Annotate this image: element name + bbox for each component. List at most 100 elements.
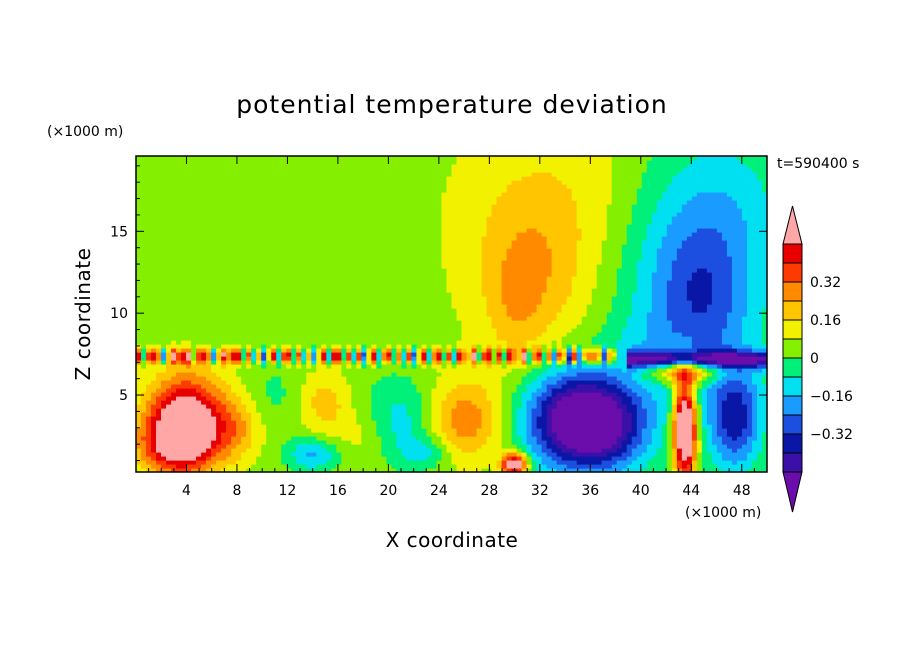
heat-cell (401, 188, 408, 193)
heat-cell (391, 208, 398, 213)
heat-cell (361, 344, 367, 349)
heat-cell (351, 448, 357, 453)
heat-cell (316, 208, 322, 213)
heat-cell (191, 288, 197, 293)
heat-cell (206, 232, 212, 237)
heat-cell (311, 188, 317, 193)
heat-cell (206, 360, 212, 365)
heat-cell (221, 160, 227, 165)
heat-cell (256, 428, 262, 433)
heat-cell (316, 300, 322, 305)
heat-cell (246, 280, 252, 285)
heat-cell (281, 392, 287, 397)
heat-cell (351, 180, 357, 185)
heat-cell (421, 396, 428, 401)
heat-cell (356, 384, 362, 389)
heat-cell (316, 388, 322, 393)
heat-cell (386, 252, 393, 257)
heat-cell (206, 456, 212, 461)
heat-cell (231, 216, 237, 221)
heat-cell (441, 284, 448, 289)
heat-cell (291, 432, 297, 437)
heat-cell (286, 332, 292, 337)
heat-cell (151, 160, 157, 165)
heat-cell (236, 236, 242, 241)
heat-cell (176, 364, 182, 369)
heat-cell (271, 252, 277, 257)
heat-cell (351, 156, 357, 161)
heat-cell (361, 324, 367, 329)
heat-cell (336, 392, 342, 397)
heat-cell (281, 468, 287, 472)
heat-cell (356, 300, 362, 305)
heat-cell (321, 384, 327, 389)
heat-cell (196, 444, 202, 449)
heat-cell (431, 156, 438, 161)
heat-cell (146, 420, 152, 425)
heat-cell (396, 292, 403, 297)
heat-cell (321, 308, 327, 313)
heat-cell (391, 284, 398, 289)
heat-cell (166, 328, 172, 333)
heat-cell (311, 360, 317, 365)
heat-cell (191, 408, 197, 413)
heat-cell (446, 180, 453, 185)
heat-cell (261, 428, 267, 433)
heat-cell (401, 292, 408, 297)
heat-cell (391, 396, 398, 401)
heat-cell (191, 424, 197, 429)
heat-cell (366, 372, 372, 377)
heat-cell (141, 204, 147, 209)
heat-cell (136, 288, 142, 293)
heat-cell (406, 308, 413, 313)
heat-cell (426, 440, 433, 445)
heat-cell (181, 336, 187, 341)
heat-cell (361, 196, 367, 201)
heat-cell (416, 156, 423, 161)
heat-cell (166, 280, 172, 285)
heat-cell (196, 180, 202, 185)
heat-cell (151, 324, 157, 329)
heat-cell (401, 228, 408, 233)
heat-cell (336, 332, 342, 337)
heat-cell (196, 164, 202, 169)
heat-cell (251, 264, 257, 269)
heat-cell (326, 272, 332, 277)
heat-cell (286, 452, 292, 457)
heat-cell (436, 360, 443, 365)
heat-cell (196, 308, 202, 313)
heat-cell (251, 344, 257, 349)
heat-cell (336, 400, 342, 405)
heat-cell (411, 212, 418, 217)
heat-cell (331, 204, 337, 209)
heat-cell (386, 200, 393, 205)
heat-cell (231, 468, 237, 472)
heat-cell (321, 376, 327, 381)
heat-cell (446, 196, 453, 201)
heat-cell (441, 460, 448, 465)
heat-cell (176, 252, 182, 257)
heat-cell (151, 156, 157, 161)
heat-cell (216, 232, 222, 237)
heat-cell (231, 224, 237, 229)
heat-cell (256, 424, 262, 429)
heat-cell (291, 228, 297, 233)
heat-cell (306, 456, 312, 461)
heat-cell (381, 400, 387, 405)
heat-cell (251, 244, 257, 249)
heat-cell (311, 412, 317, 417)
heat-cell (306, 204, 312, 209)
heat-cell (181, 236, 187, 241)
heat-cell (321, 356, 327, 361)
heat-cell (326, 188, 332, 193)
heat-cell (231, 320, 237, 325)
heat-cell (396, 260, 403, 265)
heat-cell (141, 236, 147, 241)
heat-cell (306, 328, 312, 333)
heat-cell (416, 408, 423, 413)
heat-cell (211, 348, 217, 353)
heat-cell (331, 304, 337, 309)
heat-cell (186, 360, 192, 365)
heat-cell (246, 420, 252, 425)
heat-cell (311, 168, 317, 173)
